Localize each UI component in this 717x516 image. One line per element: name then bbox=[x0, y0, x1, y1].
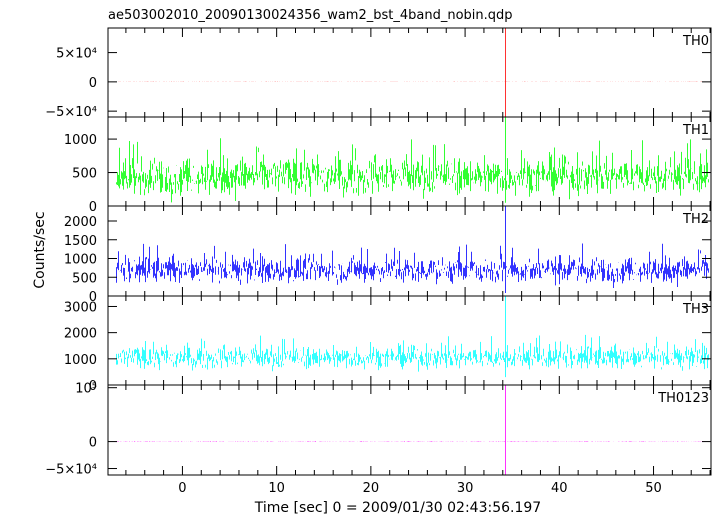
panel-th2: 0 500 1000 1500 2000 TH2 bbox=[64, 205, 712, 305]
series-line-th3 bbox=[116, 296, 709, 378]
panel-name-th0123: TH0123 bbox=[657, 391, 709, 406]
y-tick-label: 1000 bbox=[64, 133, 97, 148]
y-tick-label: 0 bbox=[89, 200, 97, 215]
x-tick-label: 10 bbox=[268, 481, 285, 496]
panel-th0: −5×10⁴ 0 5×10⁴ TH0 bbox=[45, 27, 712, 120]
x-axis-label: Time [sec] 0 = 2009/01/30 02:43:56.197 bbox=[254, 500, 541, 516]
panels-group: −5×10⁴05×10⁴TH005001000TH105001000150020… bbox=[45, 27, 712, 496]
y-tick-label: 0 bbox=[89, 379, 97, 394]
x-tick-label: 30 bbox=[457, 481, 474, 496]
panel-name-th1: TH1 bbox=[682, 123, 709, 138]
series-line-th2 bbox=[116, 206, 709, 293]
y-tick-label: 500 bbox=[72, 271, 97, 286]
panel-frame bbox=[107, 205, 712, 297]
y-tick-label: 500 bbox=[72, 167, 97, 182]
x-tick-label: 20 bbox=[363, 481, 380, 496]
y-tick-label: 0 bbox=[89, 290, 97, 305]
y-tick-label: 1000 bbox=[64, 253, 97, 268]
y-tick-label: 0 bbox=[89, 436, 97, 451]
y-tick-label: 1000 bbox=[64, 353, 97, 368]
y-tick-label: 10⁵ bbox=[75, 382, 97, 397]
y-tick-label: −5×10⁴ bbox=[45, 463, 97, 478]
y-tick-label: 1500 bbox=[64, 234, 97, 249]
panel-th1: 0 500 1000 TH1 bbox=[64, 116, 712, 215]
panel-th3: 0 1000 2000 3000 TH3 bbox=[64, 295, 712, 394]
series-line-th0123 bbox=[116, 385, 709, 475]
y-tick-label: −5×10⁴ bbox=[45, 105, 97, 120]
series-line-th1 bbox=[116, 117, 709, 203]
x-tick-label: 50 bbox=[645, 481, 662, 496]
panel-name-th0: TH0 bbox=[682, 34, 709, 49]
chart-title: ae503002010_20090130024356_wam2_bst_4ban… bbox=[108, 8, 513, 23]
panel-name-th2: TH2 bbox=[682, 212, 709, 227]
x-tick-label: 40 bbox=[551, 481, 568, 496]
panel-frame bbox=[107, 295, 712, 386]
y-tick-label: 2000 bbox=[64, 215, 97, 230]
y-tick-label: 2000 bbox=[64, 327, 97, 342]
y-tick-label: 0 bbox=[89, 76, 97, 91]
panel-frame bbox=[107, 27, 712, 118]
x-tick-label: 0 bbox=[178, 481, 186, 496]
y-axis-label: Counts/sec bbox=[32, 211, 48, 288]
panel-frame bbox=[107, 384, 712, 476]
series-line-th0 bbox=[118, 28, 708, 117]
y-tick-label: 5×10⁴ bbox=[56, 47, 97, 62]
panel-name-th3: TH3 bbox=[682, 302, 709, 317]
y-tick-label: 3000 bbox=[64, 300, 97, 315]
